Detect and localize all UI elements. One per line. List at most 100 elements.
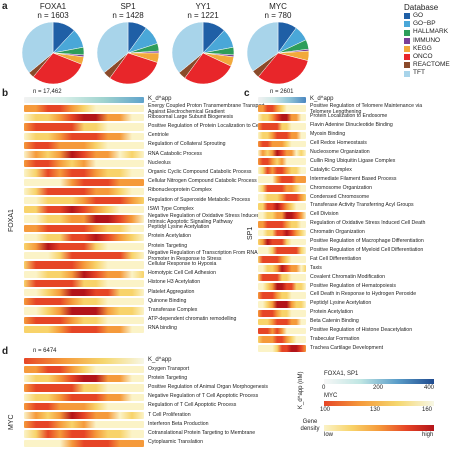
heatmap-row: [258, 202, 306, 210]
density-low-label: low: [324, 432, 334, 438]
heatmap-row: [258, 345, 306, 353]
legend-title: Database: [404, 3, 439, 12]
term-label: Nucleosome Organization: [310, 149, 370, 155]
term-label: Oxygen Transport: [148, 365, 190, 372]
term-label: Cellular Response to Hypoxia: [148, 260, 217, 267]
heatmap-row: [258, 194, 306, 201]
panel-c-factor: SP1: [247, 226, 254, 240]
term-label: Interferon Beta Production: [148, 420, 209, 427]
term-label: RNA Catabolic Process: [148, 150, 202, 157]
term-label: Positive Regulation of Hematopoiesis: [310, 282, 396, 289]
pie-title: SP1: [120, 2, 136, 11]
heatmap-row: [258, 247, 306, 255]
pie-slice-tft: [96, 21, 129, 74]
row2-tick-0: 100: [320, 407, 331, 413]
heatmap-row: [24, 187, 144, 195]
term-label: Beta Catenin Binding: [310, 318, 359, 325]
heatmap-row: [258, 176, 306, 184]
term-label: Regulation of Oxidative Stress Induced C…: [310, 220, 426, 227]
pie-slice-onco: [257, 52, 309, 85]
panel-d-factor: MYC: [8, 414, 15, 430]
term-label: Protein Localization to Endosome: [310, 113, 388, 120]
legend-swatch: [404, 37, 410, 44]
panel-d-count: n = 6474: [33, 348, 57, 354]
pie-title: FOXA1: [39, 2, 67, 11]
term-label: Cullin Ring Ubiquitin Ligase Complex: [310, 157, 396, 164]
term-label: Regulation of Superoxide Metabolic Proce…: [148, 196, 251, 203]
heatmap-row: [258, 158, 306, 166]
term-label: Transferase Activity Transferring Acyl G…: [310, 202, 414, 209]
heatmap-row: [24, 289, 144, 297]
row2-tick-1: 130: [370, 407, 381, 413]
pie-title: YY1: [195, 2, 211, 11]
heatmap-row: [258, 291, 306, 299]
heatmap-row: [258, 265, 306, 273]
kd-label: K_d^app: [310, 96, 334, 102]
heatmap-row: [24, 151, 144, 159]
term-label: Negative Regulation of T Cell Apoptotic …: [148, 393, 259, 400]
kd-axis-label: K_d^app (nM): [298, 371, 304, 410]
panel-b-count: n = 17,462: [33, 89, 62, 95]
panel-c-count: n = 2601: [270, 89, 294, 95]
heatmap-row: [258, 238, 306, 246]
heatmap-row: [258, 256, 306, 264]
legend-swatch: [404, 13, 410, 20]
heatmap-row: [24, 325, 144, 333]
heatmap-row: [24, 114, 144, 122]
term-label: Peptidyl Lysine Acetylation: [310, 300, 372, 307]
heatmap-row: [24, 412, 144, 420]
legend-item: KEGG: [404, 45, 474, 53]
row2-tick-2: 160: [422, 407, 433, 413]
term-label: Cotranslational Protein Targeting to Mem…: [148, 429, 256, 436]
term-label: RNA binding: [148, 325, 177, 332]
heatmap-row: [24, 375, 144, 383]
term-label: Organic Cyclic Compound Catabolic Proces…: [148, 168, 252, 175]
scale-row1-label: FOXA1, SP1: [324, 371, 359, 377]
term-label: Catalytic Complex: [310, 166, 352, 173]
pie-count: n = 1603: [37, 11, 69, 20]
heatmap-row: [258, 140, 306, 148]
kd-bar: [258, 97, 306, 103]
term-label: Positive Regulation of Telomere Maintena…: [310, 103, 423, 115]
pie-slice-onco: [32, 52, 83, 85]
heatmap-row: [24, 123, 144, 131]
legend-label: GO−BP: [413, 20, 436, 28]
term-label: Quinone Binding: [148, 297, 187, 304]
term-label: Myosin Binding: [310, 131, 346, 138]
heatmap-row: [24, 316, 144, 324]
term-label: Chromosome Organization: [310, 184, 372, 191]
heatmap-row: [258, 167, 306, 175]
heatmap-row: [24, 141, 144, 149]
term-label: Positive Regulation of Myeloid Cell Diff…: [310, 246, 424, 253]
heatmap-row: [24, 224, 144, 232]
legend-item: REACTOME: [404, 61, 474, 69]
term-label: Taxis: [310, 264, 322, 271]
heatmap-row: [24, 384, 144, 392]
legend-label: IMMUNO: [413, 36, 441, 44]
heatmap-row: [24, 439, 144, 447]
panel-a-letter: a: [2, 1, 8, 12]
heatmap-row: [24, 279, 144, 287]
term-label: Protein Acetylation: [148, 233, 191, 240]
pie-title: MYC: [269, 2, 287, 11]
pie-chart: [246, 21, 310, 85]
term-label: Cell Division: [310, 211, 339, 218]
heatmap-row: [24, 307, 144, 315]
term-label: Ribosomal Large Subunit Biogenesis: [148, 113, 234, 120]
legend-swatch: [404, 21, 410, 28]
panel-b-letter: b: [2, 88, 9, 99]
pie-chart: [171, 21, 235, 85]
pie-chart: [21, 21, 85, 85]
term-label: ISWI Type Complex: [148, 205, 194, 212]
term-label: Peptidyl Lysine Acetylation: [148, 224, 210, 231]
legend-label: REACTOME: [413, 61, 450, 69]
database-legend: Database GO GO−BP HALLMARK IMMUNO KEGG ONCO RE…: [404, 3, 474, 78]
heatmap-row: [258, 149, 306, 157]
pie-slice-tft: [21, 21, 54, 74]
heatmap-row: [258, 122, 306, 130]
legend-label: ONCO: [413, 53, 433, 61]
term-label: Transferase Complex: [148, 306, 198, 313]
kd-bar: [24, 358, 144, 364]
term-label: Protein Acetylation: [310, 309, 353, 316]
heatmap-row: [24, 252, 144, 260]
